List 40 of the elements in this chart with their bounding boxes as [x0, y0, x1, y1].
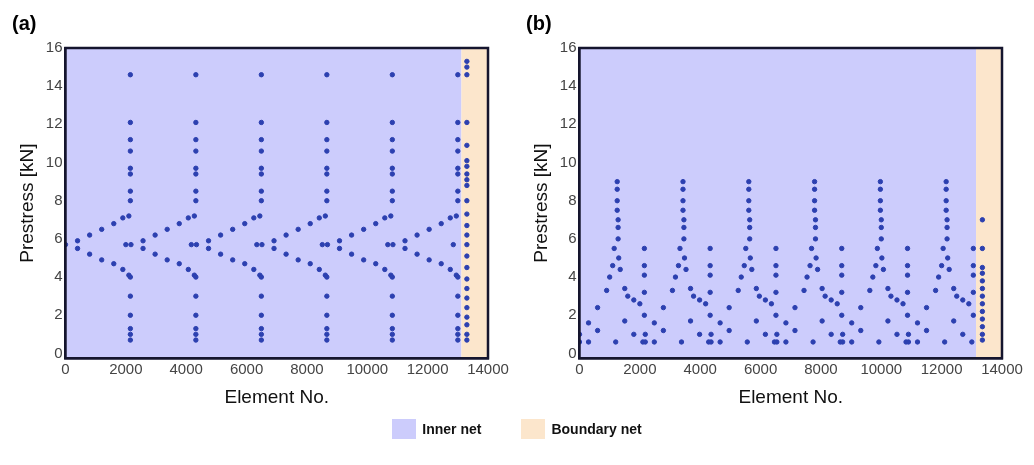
y-tick-label: 16 — [45, 38, 63, 56]
y-tick-label: 12 — [559, 114, 577, 132]
x-axis-title: Element No. — [224, 385, 330, 407]
legend-label: Inner net — [422, 421, 482, 437]
y-tick-label: 2 — [568, 305, 577, 323]
y-tick-label: 16 — [559, 38, 577, 56]
y-tick-label: 6 — [568, 229, 577, 247]
x-tick-label: 10000 — [346, 360, 389, 378]
x-tick-label: 8000 — [804, 360, 838, 378]
y-axis-title: Prestress [kN] — [529, 143, 551, 263]
x-tick-label: 2000 — [109, 360, 143, 378]
x-axis-title: Element No. — [738, 385, 844, 407]
y-tick-label: 6 — [54, 229, 63, 247]
x-tick-label: 2000 — [623, 360, 657, 378]
x-tick-label: 6000 — [743, 360, 778, 378]
legend-label: Boundary net — [551, 421, 642, 437]
y-axis-title: Prestress [kN] — [15, 143, 37, 263]
x-tick-label: 4000 — [683, 360, 717, 378]
x-tick-label: 14000 — [981, 360, 1023, 378]
y-tick-label: 4 — [54, 267, 63, 285]
y-tick-label: 14 — [45, 76, 63, 94]
y-tick-label: 8 — [568, 190, 577, 208]
x-tick-label: 14000 — [467, 360, 509, 378]
y-tick-label: 14 — [559, 76, 577, 94]
y-tick-label: 0 — [568, 343, 577, 361]
x-tick-label: 12000 — [920, 360, 963, 378]
y-tick-label: 10 — [45, 152, 63, 170]
y-tick-label: 8 — [54, 190, 63, 208]
x-tick-label: 12000 — [406, 360, 449, 378]
y-tick-label: 4 — [568, 267, 577, 285]
y-tick-label: 10 — [559, 152, 577, 170]
y-tick-label: 0 — [54, 343, 63, 361]
y-tick-label: 2 — [54, 305, 63, 323]
chart-title: (a) — [12, 11, 37, 34]
x-tick-label: 4000 — [169, 360, 203, 378]
chart-title: (b) — [526, 11, 552, 34]
y-tick-label: 12 — [45, 114, 63, 132]
x-tick-label: 8000 — [290, 360, 324, 378]
x-tick-label: 6000 — [229, 360, 264, 378]
x-tick-label: 10000 — [860, 360, 903, 378]
